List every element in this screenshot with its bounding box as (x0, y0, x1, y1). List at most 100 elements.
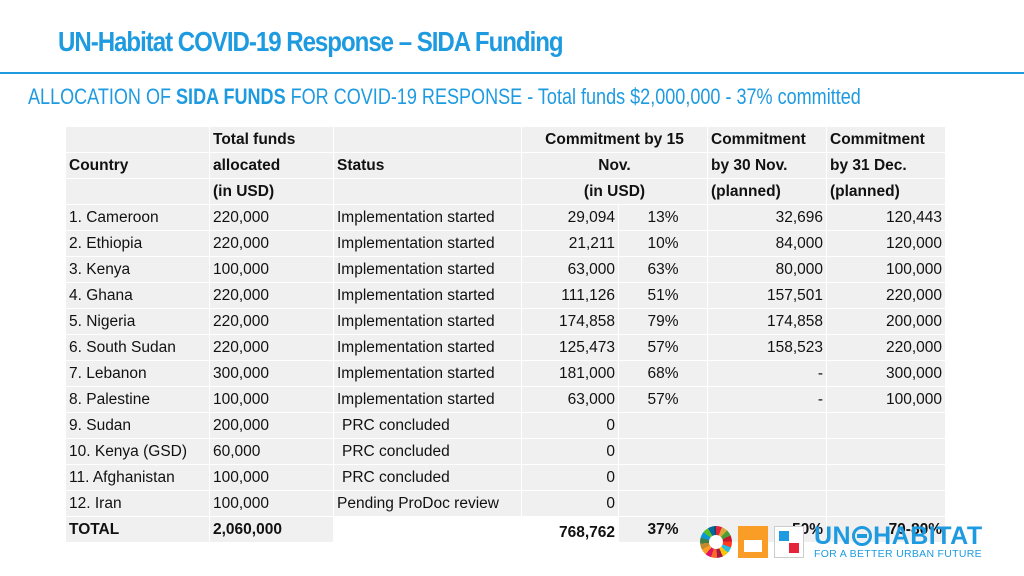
table-row: 1. Cameroon 220,000 Implementation started… (65, 204, 946, 231)
cell-total-funds: 220,000 (209, 308, 334, 335)
page-subtitle: ALLOCATION OF SIDA FUNDS FOR COVID-19 RE… (28, 84, 861, 110)
header-n30-1: Commitment (707, 126, 827, 153)
total-label: TOTAL (65, 516, 210, 543)
table-row: 2. Ethiopia 220,000 Implementation started… (65, 230, 946, 257)
cell-status: PRC concluded (333, 438, 522, 465)
total-status (333, 516, 522, 543)
cell-status: PRC concluded (333, 412, 522, 439)
table-row: 12. Iran 100,000 Pending ProDoc review 0 (65, 490, 946, 517)
cell-commitment-31-dec (826, 438, 946, 465)
cell-commitment-percent: 57% (618, 334, 708, 361)
table-row: 6. South Sudan 220,000 Implementation star… (65, 334, 946, 361)
cell-commitment-30-nov (707, 438, 827, 465)
header-status-top (333, 126, 522, 153)
cell-commitment-31-dec (826, 464, 946, 491)
cell-status: Implementation started (333, 386, 522, 413)
header-d31-3: (planned) (826, 178, 946, 205)
cell-commitment-30-nov (707, 412, 827, 439)
header-commitment-1: Commitment by 15 (521, 126, 708, 153)
cell-commitment-15-nov: 181,000 (521, 360, 619, 387)
cell-country: 5. Nigeria (65, 308, 210, 335)
header-n30-3: (planned) (707, 178, 827, 205)
cell-total-funds: 220,000 (209, 230, 334, 257)
cell-commitment-percent: 79% (618, 308, 708, 335)
table-body: 1. Cameroon 220,000 Implementation started… (65, 204, 946, 543)
cell-total-funds: 60,000 (209, 438, 334, 465)
sdg-11-icon (738, 526, 768, 558)
table-row: 7. Lebanon 300,000 Implementation started 1… (65, 360, 946, 387)
cell-commitment-31-dec: 300,000 (826, 360, 946, 387)
cell-status: Implementation started (333, 360, 522, 387)
cell-commitment-30-nov: 84,000 (707, 230, 827, 257)
cell-country: 9. Sudan (65, 412, 210, 439)
cell-commitment-percent: 63% (618, 256, 708, 283)
cell-country: 6. South Sudan (65, 334, 210, 361)
un-habitat-wordmark: UN HABITAT (814, 522, 983, 550)
cell-status: Implementation started (333, 282, 522, 309)
subtitle-prefix: ALLOCATION OF (28, 84, 177, 109)
cell-commitment-percent (618, 464, 708, 491)
logo-tagline: FOR A BETTER URBAN FUTURE (814, 548, 982, 560)
cell-total-funds: 100,000 (209, 256, 334, 283)
cell-commitment-15-nov: 29,094 (521, 204, 619, 231)
cell-status: Implementation started (333, 308, 522, 335)
header-total-3: (in USD) (209, 178, 334, 205)
cell-commitment-15-nov: 21,211 (521, 230, 619, 257)
cell-commitment-30-nov: 80,000 (707, 256, 827, 283)
cell-commitment-percent (618, 438, 708, 465)
sdg-wheel-icon (700, 526, 732, 558)
cell-country: 10. Kenya (GSD) (65, 438, 210, 465)
cell-commitment-percent: 13% (618, 204, 708, 231)
table-row: 3. Kenya 100,000 Implementation started 63,… (65, 256, 946, 283)
sdg-partner-icon (774, 526, 804, 558)
header-country-label: Country (65, 152, 210, 179)
cell-commitment-15-nov: 0 (521, 438, 619, 465)
cell-commitment-percent (618, 490, 708, 517)
header-n30-2: by 30 Nov. (707, 152, 827, 179)
cell-status: Pending ProDoc review (333, 490, 522, 517)
cell-country: 4. Ghana (65, 282, 210, 309)
header-country-blank (65, 178, 210, 205)
cell-commitment-30-nov (707, 464, 827, 491)
table-row: 10. Kenya (GSD) 60,000 PRC concluded 0 (65, 438, 946, 465)
cell-commitment-30-nov: 32,696 (707, 204, 827, 231)
cell-commitment-30-nov (707, 490, 827, 517)
cell-commitment-30-nov: - (707, 360, 827, 387)
cell-total-funds: 220,000 (209, 334, 334, 361)
table-header-row: (in USD) (in USD) (planned) (planned) (65, 178, 946, 205)
cell-commitment-31-dec: 200,000 (826, 308, 946, 335)
total-commitment-percent: 37% (618, 516, 708, 543)
cell-total-funds: 300,000 (209, 360, 334, 387)
subtitle-bold: SIDA FUNDS (176, 84, 286, 109)
logo-habitat: HABITAT (873, 522, 983, 550)
table-header-row: Total funds Commitment by 15 Commitment … (65, 126, 946, 153)
cell-country: 1. Cameroon (65, 204, 210, 231)
cell-status: Implementation started (333, 256, 522, 283)
cell-commitment-percent: 10% (618, 230, 708, 257)
cell-commitment-percent: 68% (618, 360, 708, 387)
cell-total-funds: 100,000 (209, 464, 334, 491)
cell-commitment-31-dec: 100,000 (826, 256, 946, 283)
cell-country: 2. Ethiopia (65, 230, 210, 257)
cell-commitment-15-nov: 63,000 (521, 256, 619, 283)
cell-total-funds: 200,000 (209, 412, 334, 439)
cell-country: 11. Afghanistan (65, 464, 210, 491)
cell-commitment-31-dec: 220,000 (826, 282, 946, 309)
header-status-label: Status (333, 152, 522, 179)
cell-commitment-15-nov: 111,126 (521, 282, 619, 309)
cell-commitment-30-nov: - (707, 386, 827, 413)
cell-commitment-15-nov: 0 (521, 412, 619, 439)
cell-commitment-31-dec: 120,000 (826, 230, 946, 257)
cell-commitment-30-nov: 157,501 (707, 282, 827, 309)
cell-total-funds: 100,000 (209, 490, 334, 517)
funding-table: Total funds Commitment by 15 Commitment … (65, 126, 946, 543)
cell-total-funds: 220,000 (209, 204, 334, 231)
cell-commitment-15-nov: 0 (521, 490, 619, 517)
cell-commitment-percent: 51% (618, 282, 708, 309)
header-commitment-3: (in USD) (521, 178, 708, 205)
cell-commitment-31-dec: 220,000 (826, 334, 946, 361)
cell-commitment-31-dec: 120,443 (826, 204, 946, 231)
cell-commitment-percent (618, 412, 708, 439)
cell-commitment-31-dec (826, 412, 946, 439)
un-habitat-logo: UN HABITAT FOR A BETTER URBAN FUTURE (814, 522, 983, 561)
